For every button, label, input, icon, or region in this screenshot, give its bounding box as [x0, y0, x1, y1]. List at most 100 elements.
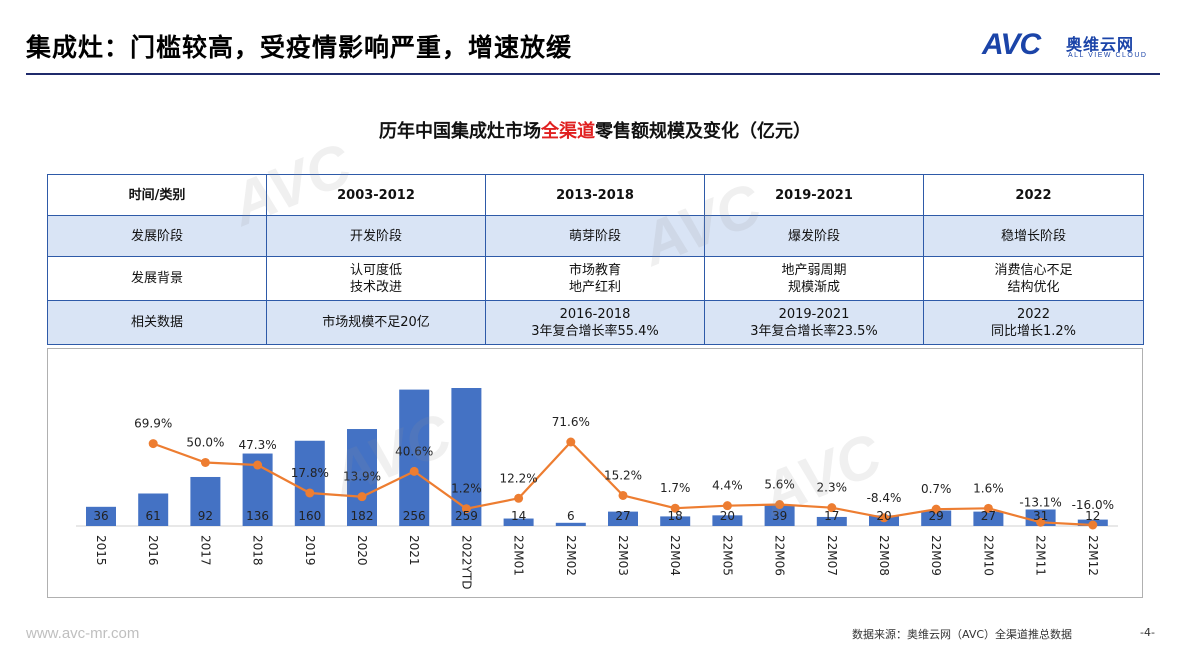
bar: [294, 440, 325, 526]
category-label: 22M05: [720, 535, 734, 576]
growth-label: 1.6%: [973, 481, 1004, 495]
growth-point: [409, 466, 419, 476]
category-label: 22M10: [981, 535, 995, 576]
growth-label: 0.7%: [921, 482, 952, 496]
bar: [451, 388, 482, 526]
bar: [190, 476, 221, 526]
growth-label: 47.3%: [239, 438, 277, 452]
bar-value-label: 20: [720, 509, 735, 523]
category-label: 2021: [407, 535, 421, 566]
growth-label: 4.4%: [712, 479, 743, 493]
growth-point: [879, 513, 889, 523]
growth-label: 40.6%: [395, 444, 433, 458]
category-label: 22M02: [564, 535, 578, 576]
growth-point: [983, 503, 993, 513]
combo-chart: 69.9% 50.0% 47.3% 17.8% 13.9% 40.6% 1.2% 12.2% 7…: [76, 388, 1118, 589]
growth-label: -16.0%: [1072, 498, 1114, 512]
bar: [608, 511, 638, 526]
bar-value-label: 12: [1085, 509, 1100, 523]
table-row: 发展背景 认可度低 技术改进 市场教育 地产红利 地产弱周期 规模渐成 消费信心…: [47, 256, 1144, 301]
bar-value-label: 27: [615, 509, 630, 523]
bar-value-label: 14: [511, 509, 526, 523]
growth-label: 1.7%: [660, 481, 691, 495]
growth-label: 69.9%: [134, 417, 172, 431]
table-cell: 2022 同比增长1.2%: [923, 300, 1144, 345]
growth-point: [722, 501, 732, 511]
bar-value-label: 92: [198, 509, 213, 523]
table-cell: 开发阶段: [266, 215, 486, 257]
chart-panel: 69.9% 50.0% 47.3% 17.8% 13.9% 40.6% 1.2% 12.2% 7…: [47, 348, 1143, 598]
category-label: 2020: [355, 535, 369, 566]
growth-label: 17.8%: [291, 466, 329, 480]
table-cell: 发展背景: [47, 256, 267, 301]
category-label: 2019: [303, 535, 317, 566]
bar: [764, 505, 795, 526]
page-number: -4-: [1140, 626, 1155, 639]
bar: [816, 516, 847, 526]
chart-title: 历年中国集成灶市场全渠道零售额规模及变化（亿元）: [0, 117, 1190, 143]
bar: [399, 389, 430, 526]
growth-point: [305, 488, 315, 498]
stage-table: 时间/类别 2003-2012 2013-2018 2019-2021 2022…: [47, 174, 1144, 345]
category-label: 22M09: [929, 535, 943, 576]
category-label: 22M03: [616, 535, 630, 576]
page-title: 集成灶：门槛较高，受疫情影响严重，增速放缓: [26, 33, 573, 62]
bar-value-label: 27: [981, 509, 996, 523]
growth-point: [514, 493, 524, 503]
table-row: 发展阶段 开发阶段 萌芽阶段 爆发阶段 稳增长阶段: [47, 215, 1144, 257]
growth-point: [670, 503, 680, 513]
bar-value-label: 17: [824, 509, 839, 523]
table-header-cell: 2013-2018: [485, 174, 705, 216]
table-cell: 市场规模不足20亿: [266, 300, 486, 345]
growth-point: [618, 490, 628, 500]
category-label: 2016: [146, 535, 160, 566]
growth-label: -13.1%: [1019, 495, 1061, 509]
table-cell: 2016-2018 3年复合增长率55.4%: [485, 300, 705, 345]
table-header-cell: 2019-2021: [704, 174, 924, 216]
bar-value-label: 18: [668, 509, 683, 523]
growth-point: [148, 439, 158, 449]
table-cell: 2019-2021 3年复合增长率23.5%: [704, 300, 924, 345]
chart-title-part1: 历年中国集成灶市场: [379, 121, 541, 142]
bar: [347, 429, 377, 526]
bar-value-label: 160: [298, 509, 321, 523]
avc-logo: AVC 奥维云网 ALL VIEW CLOUD: [982, 28, 1162, 68]
growth-label: 50.0%: [186, 435, 224, 449]
table-header-cell: 时间/类别: [47, 174, 267, 216]
growth-point: [200, 457, 210, 467]
table-cell: 稳增长阶段: [923, 215, 1144, 257]
category-label: 2015: [94, 535, 108, 566]
bar: [921, 510, 952, 526]
bar-value-label: 20: [876, 509, 891, 523]
growth-point: [827, 503, 837, 513]
growth-label: 12.2%: [500, 471, 538, 485]
bar-value-label: 39: [772, 509, 787, 523]
bar-value-label: 61: [146, 509, 161, 523]
bar: [138, 493, 169, 526]
footer-url: www.avc-mr.com: [26, 625, 140, 642]
bar-value-label: 259: [455, 509, 478, 523]
category-label: 22M12: [1086, 535, 1100, 576]
bar-value-label: 136: [246, 509, 269, 523]
bar: [973, 511, 1004, 526]
bar-value-label: 6: [567, 509, 575, 523]
table-cell: 认可度低 技术改进: [266, 256, 486, 301]
growth-label: 2.3%: [817, 481, 848, 495]
logo-en-text: ALL VIEW CLOUD: [1068, 52, 1148, 59]
chart-title-highlight: 全渠道: [541, 121, 595, 142]
category-label: 22M08: [877, 535, 891, 576]
category-label: 22M07: [825, 535, 839, 576]
footer-source: 数据来源：奥维云网（AVC）全渠道推总数据: [852, 628, 1073, 641]
category-label: 2022YTD: [459, 535, 473, 589]
growth-label: 1.2%: [451, 482, 482, 496]
growth-point: [931, 504, 941, 514]
growth-label: 15.2%: [604, 468, 642, 482]
chart-title-part2: 零售额规模及变化（亿元）: [595, 121, 811, 142]
bar-value-label: 29: [929, 509, 944, 523]
table-cell: 萌芽阶段: [485, 215, 705, 257]
bar-value-label: 182: [351, 509, 374, 523]
table-header-cell: 2003-2012: [266, 174, 486, 216]
category-label: 22M01: [512, 535, 526, 576]
table-cell: 爆发阶段: [704, 215, 924, 257]
category-label: 2017: [198, 535, 212, 566]
